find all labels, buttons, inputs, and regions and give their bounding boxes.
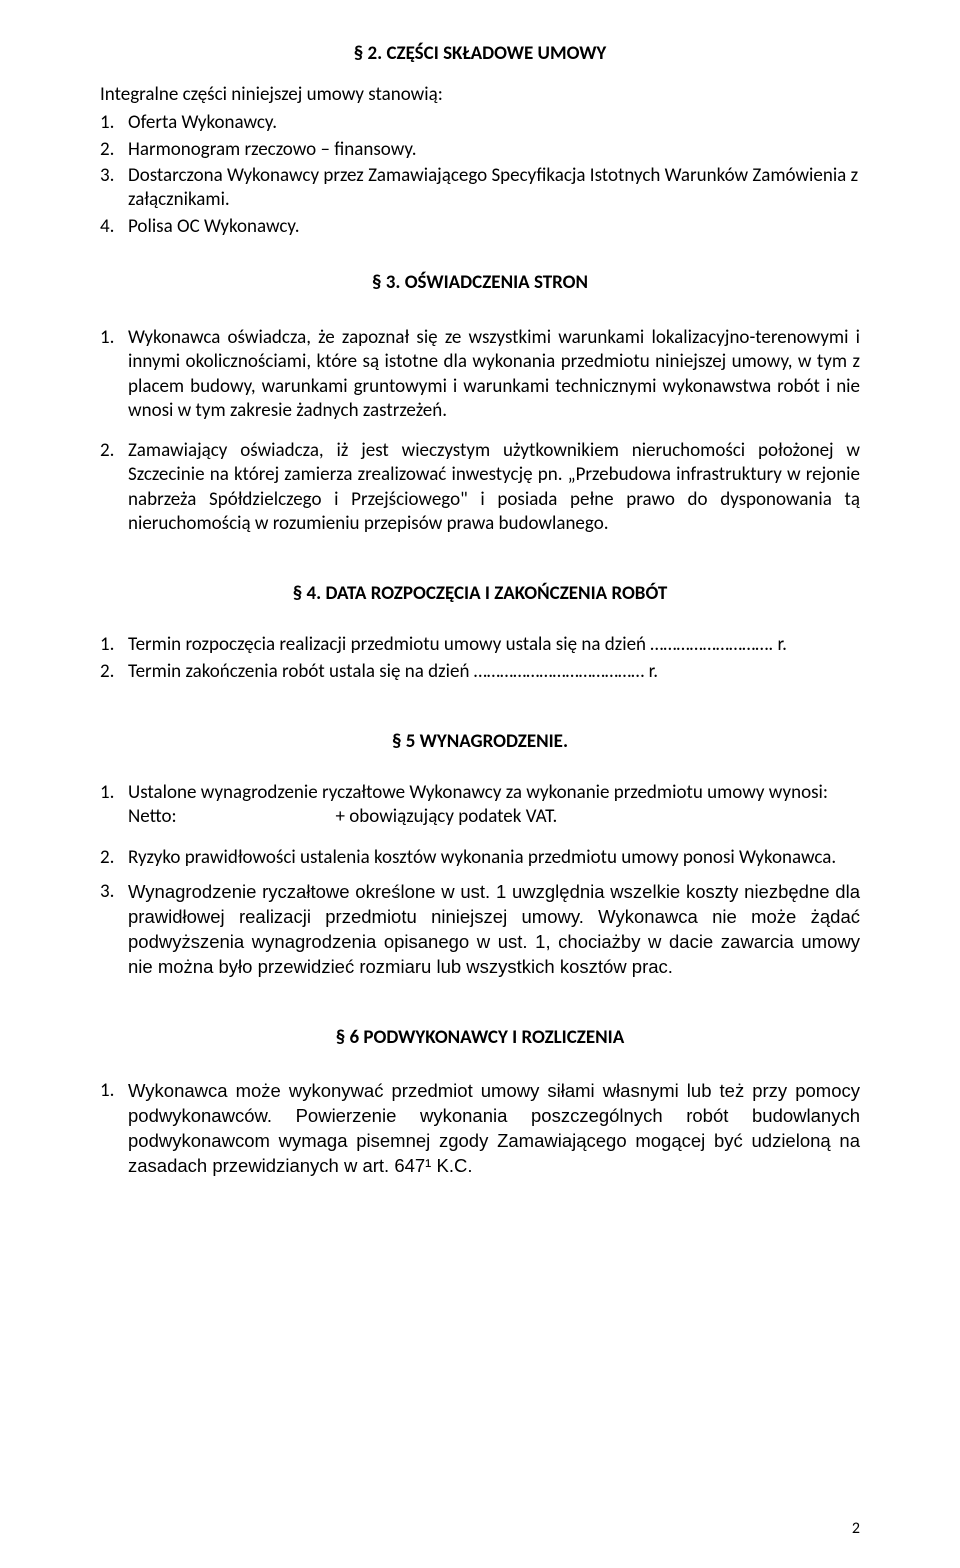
list-item: 1. Wykonawca oświadcza, że zapoznał się … <box>100 326 860 423</box>
section-2-list: 1. Oferta Wykonawcy. 2. Harmonogram rzec… <box>100 111 860 239</box>
list-text: Ryzyko prawidłowości ustalenia kosztów w… <box>128 846 860 870</box>
list-item: 1. Oferta Wykonawcy. <box>100 111 860 135</box>
list-item: 2. Harmonogram rzeczowo – finansowy. <box>100 138 860 162</box>
section-5-title: § 5 WYNAGRODZENIE. <box>100 730 860 753</box>
list-item: 3. Wynagrodzenie ryczałtowe określone w … <box>100 880 860 980</box>
list-item: 1. Termin rozpoczęcia realizacji przedmi… <box>100 633 860 657</box>
section-2-intro: Integralne części niniejszej umowy stano… <box>100 83 860 107</box>
list-text: Oferta Wykonawcy. <box>128 111 860 135</box>
section-3-title: § 3. OŚWIADCZENIA STRON <box>100 271 860 294</box>
list-number: 1. <box>100 781 128 805</box>
list-number: 3. <box>100 164 128 213</box>
section-4-list: 1. Termin rozpoczęcia realizacji przedmi… <box>100 633 860 684</box>
list-text: Polisa OC Wykonawcy. <box>128 215 860 239</box>
list-text: Zamawiający oświadcza, iż jest wieczysty… <box>128 439 860 536</box>
list-number: 1. <box>100 111 128 135</box>
section-5-list: 1. Ustalone wynagrodzenie ryczałtowe Wyk… <box>100 781 860 830</box>
list-text: Harmonogram rzeczowo – finansowy. <box>128 138 860 162</box>
section-3-list-2: 2. Zamawiający oświadcza, iż jest wieczy… <box>100 439 860 536</box>
list-item: 2. Zamawiający oświadcza, iż jest wieczy… <box>100 439 860 536</box>
list-text: Wynagrodzenie ryczałtowe określone w ust… <box>128 880 860 980</box>
list-number-empty <box>100 805 128 829</box>
list-text: Termin zakończenia robót ustala się na d… <box>128 660 860 684</box>
list-text: Wykonawca może wykonywać przedmiot umowy… <box>128 1079 860 1179</box>
list-number: 1. <box>100 326 128 423</box>
section-6-list: 1. Wykonawca może wykonywać przedmiot um… <box>100 1079 860 1179</box>
list-number: 4. <box>100 215 128 239</box>
list-number: 2. <box>100 660 128 684</box>
list-text: Dostarczona Wykonawcy przez Zamawiająceg… <box>128 164 860 213</box>
list-item: 2. Ryzyko prawidłowości ustalenia kosztó… <box>100 846 860 870</box>
list-number: 2. <box>100 846 128 870</box>
page-number: 2 <box>852 1519 860 1538</box>
list-number: 1. <box>100 633 128 657</box>
section-6-title: § 6 PODWYKONAWCY I ROZLICZENIA <box>100 1026 860 1049</box>
list-item: 1. Ustalone wynagrodzenie ryczałtowe Wyk… <box>100 781 860 805</box>
list-item-sub: Netto: + obowiązujący podatek VAT. <box>100 805 860 829</box>
section-2-title: § 2. CZĘŚCI SKŁADOWE UMOWY <box>100 42 860 65</box>
document-page: § 2. CZĘŚCI SKŁADOWE UMOWY Integralne cz… <box>0 0 960 1568</box>
section-5-list-2: 2. Ryzyko prawidłowości ustalenia kosztó… <box>100 846 860 870</box>
list-subtext: Netto: + obowiązujący podatek VAT. <box>128 805 860 829</box>
list-number: 2. <box>100 439 128 536</box>
list-item: 1. Wykonawca może wykonywać przedmiot um… <box>100 1079 860 1179</box>
list-text: Wykonawca oświadcza, że zapoznał się ze … <box>128 326 860 423</box>
list-text: Termin rozpoczęcia realizacji przedmiotu… <box>128 633 860 657</box>
list-item: 2. Termin zakończenia robót ustala się n… <box>100 660 860 684</box>
list-item: 3. Dostarczona Wykonawcy przez Zamawiają… <box>100 164 860 213</box>
list-text: Ustalone wynagrodzenie ryczałtowe Wykona… <box>128 781 860 805</box>
list-number: 3. <box>100 880 128 980</box>
section-4-title: § 4. DATA ROZPOCZĘCIA I ZAKOŃCZENIA ROBÓ… <box>100 582 860 605</box>
section-3-list: 1. Wykonawca oświadcza, że zapoznał się … <box>100 326 860 423</box>
list-number: 2. <box>100 138 128 162</box>
list-item: 4. Polisa OC Wykonawcy. <box>100 215 860 239</box>
section-5-list-3: 3. Wynagrodzenie ryczałtowe określone w … <box>100 880 860 980</box>
list-number: 1. <box>100 1079 128 1179</box>
